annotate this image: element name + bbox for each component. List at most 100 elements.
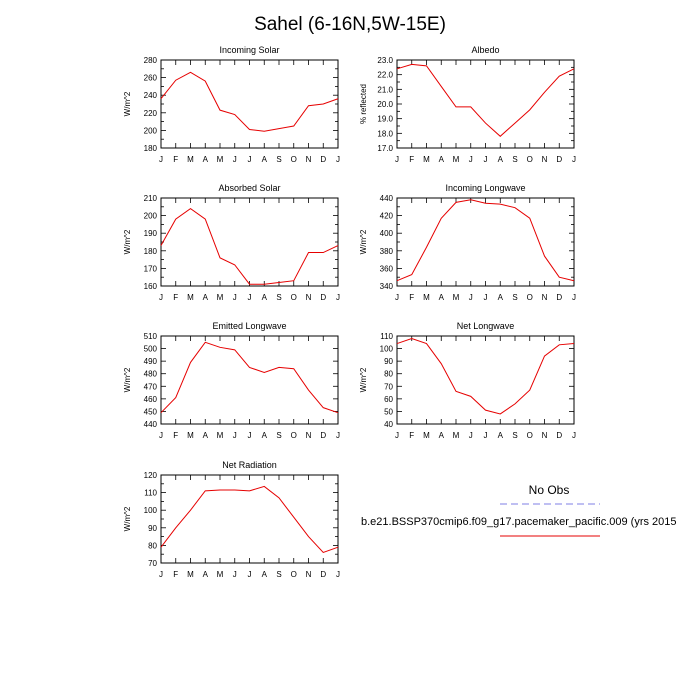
x-tick-label: J [395, 431, 399, 440]
y-tick-label: 360 [380, 264, 394, 273]
series-line [160, 485, 339, 554]
x-tick-label: J [572, 155, 576, 164]
x-tick-label: D [320, 431, 326, 440]
y-tick-label: 21.0 [377, 85, 393, 94]
x-tick-label: N [542, 431, 548, 440]
x-tick-label: O [527, 431, 533, 440]
y-axis-label: W/m^2 [123, 91, 132, 116]
x-tick-label: J [572, 293, 576, 302]
y-tick-label: 280 [144, 56, 158, 65]
x-tick-label: M [453, 431, 460, 440]
y-tick-label: 500 [144, 345, 158, 354]
y-tick-label: 420 [380, 212, 394, 221]
y-tick-label: 18.0 [377, 129, 393, 138]
x-tick-label: J [484, 431, 488, 440]
panel-title: Albedo [471, 45, 499, 55]
x-tick-label: N [542, 155, 548, 164]
x-tick-label: D [556, 431, 562, 440]
y-tick-label: 19.0 [377, 115, 393, 124]
x-tick-label: J [248, 155, 252, 164]
x-tick-label: M [217, 293, 224, 302]
y-tick-label: 180 [144, 144, 158, 153]
x-tick-label: A [498, 431, 504, 440]
x-tick-label: A [439, 155, 445, 164]
y-tick-label: 70 [148, 559, 157, 568]
x-tick-label: M [187, 293, 194, 302]
x-tick-label: O [291, 155, 297, 164]
x-tick-label: J [484, 293, 488, 302]
x-tick-label: S [276, 293, 281, 302]
x-tick-label: J [572, 431, 576, 440]
panel-title: Incoming Solar [219, 45, 279, 55]
x-tick-label: F [409, 155, 414, 164]
x-tick-label: A [439, 293, 445, 302]
y-tick-label: 20.0 [377, 100, 393, 109]
x-tick-label: M [187, 570, 194, 579]
plot-frame [396, 59, 575, 149]
x-tick-label: M [217, 431, 224, 440]
x-tick-label: D [556, 155, 562, 164]
y-tick-label: 440 [380, 194, 394, 203]
x-tick-label: N [306, 570, 312, 579]
y-axis-label: W/m^2 [123, 229, 132, 254]
x-tick-label: J [233, 431, 237, 440]
x-tick-label: J [336, 293, 340, 302]
plot-frame [160, 197, 339, 287]
x-tick-label: J [159, 431, 163, 440]
x-tick-label: J [395, 155, 399, 164]
y-tick-label: 70 [384, 382, 393, 391]
x-tick-label: O [291, 293, 297, 302]
y-axis-label: W/m^2 [359, 229, 368, 254]
y-tick-label: 400 [380, 229, 394, 238]
y-tick-label: 460 [144, 395, 158, 404]
x-tick-label: J [248, 431, 252, 440]
y-tick-label: 380 [380, 247, 394, 256]
x-tick-label: J [233, 570, 237, 579]
figure-title: Sahel (6-16N,5W-15E) [254, 14, 446, 35]
y-axis-label: W/m^2 [123, 367, 132, 392]
y-tick-label: 100 [380, 345, 394, 354]
legend: No Obs b.e21.BSSP370cmip6.f09_g17.pacema… [361, 483, 677, 537]
x-tick-label: D [320, 293, 326, 302]
x-tick-label: A [262, 431, 268, 440]
y-tick-label: 180 [144, 247, 158, 256]
y-tick-label: 440 [144, 420, 158, 429]
x-tick-label: M [423, 293, 430, 302]
y-tick-label: 90 [384, 357, 393, 366]
y-tick-label: 480 [144, 370, 158, 379]
x-tick-label: A [203, 293, 209, 302]
x-tick-label: M [423, 155, 430, 164]
y-tick-label: 110 [380, 332, 393, 341]
y-tick-label: 100 [144, 506, 158, 515]
x-tick-label: F [409, 293, 414, 302]
panel-title: Incoming Longwave [445, 183, 525, 193]
x-tick-label: N [306, 155, 312, 164]
plot-frame [396, 197, 575, 287]
x-tick-label: M [423, 431, 430, 440]
x-tick-label: J [233, 293, 237, 302]
x-tick-label: S [276, 570, 281, 579]
x-tick-label: J [159, 293, 163, 302]
y-tick-label: 22.0 [377, 71, 393, 80]
y-tick-label: 170 [144, 264, 158, 273]
x-tick-label: S [276, 431, 281, 440]
y-tick-label: 160 [144, 282, 158, 291]
x-tick-label: J [395, 293, 399, 302]
x-tick-label: A [439, 431, 445, 440]
y-tick-label: 200 [144, 126, 158, 135]
y-tick-label: 80 [148, 541, 157, 550]
y-tick-label: 340 [380, 282, 394, 291]
x-tick-label: A [262, 155, 268, 164]
x-tick-label: J [248, 293, 252, 302]
x-tick-label: M [187, 431, 194, 440]
y-tick-label: 240 [144, 91, 158, 100]
legend-label-model-run: b.e21.BSSP370cmip6.f09_g17.pacemaker_pac… [361, 516, 677, 528]
y-tick-label: 120 [144, 471, 158, 480]
panel-title: Net Radiation [222, 460, 277, 470]
y-axis-label: W/m^2 [123, 506, 132, 531]
x-tick-label: J [469, 155, 473, 164]
x-tick-label: D [320, 155, 326, 164]
